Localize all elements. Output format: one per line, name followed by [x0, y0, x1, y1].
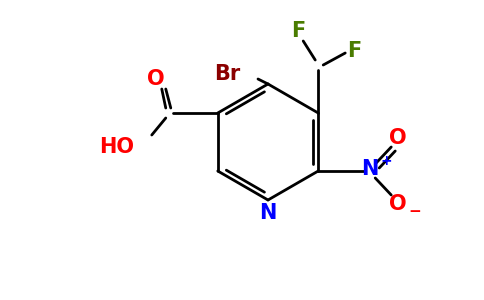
- Text: O: O: [147, 69, 165, 89]
- Text: F: F: [347, 41, 362, 61]
- Text: Br: Br: [214, 64, 240, 84]
- Text: HO: HO: [99, 137, 134, 157]
- Text: O: O: [390, 128, 407, 148]
- Text: N: N: [362, 159, 379, 179]
- Text: +: +: [380, 154, 392, 168]
- Text: O: O: [390, 194, 407, 214]
- Text: −: −: [408, 203, 421, 218]
- Text: F: F: [291, 21, 305, 41]
- Text: N: N: [259, 203, 277, 223]
